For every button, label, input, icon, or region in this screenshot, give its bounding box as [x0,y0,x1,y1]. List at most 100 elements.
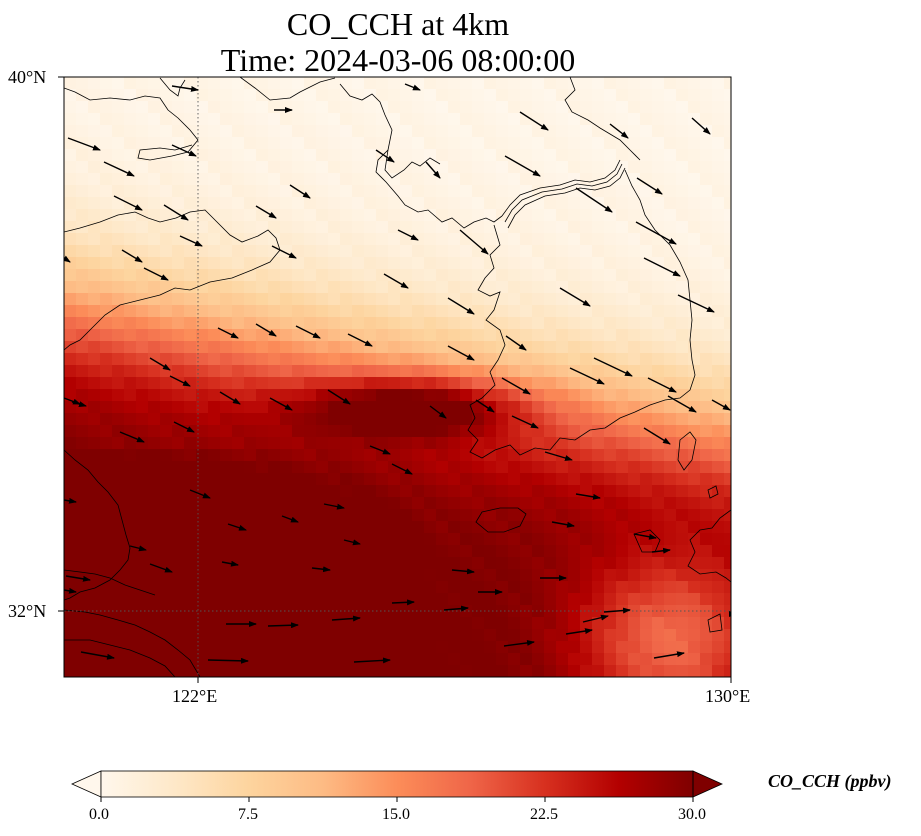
wind-vector-arrow [667,395,697,413]
field-cell [172,317,185,330]
field-cell [676,653,689,666]
field-cell [64,245,77,258]
field-cell [568,161,581,174]
field-cell [628,245,641,258]
field-cell [436,605,449,618]
field-cell [484,497,497,510]
field-cell [124,473,137,486]
field-cell [280,341,293,354]
field-cell [532,389,545,402]
field-cell [676,101,689,114]
field-cell [424,437,437,450]
field-cell [208,413,221,426]
field-cell [76,413,89,426]
field-cell [328,413,341,426]
field-cell [256,413,269,426]
field-cell [388,245,401,258]
field-cell [484,185,497,198]
field-cell [544,125,557,138]
field-cell [652,173,665,186]
field-cell [124,269,137,282]
field-cell [160,425,173,438]
field-cell [172,533,185,546]
field-cell [568,353,581,366]
field-cell [364,641,377,654]
field-cell [328,497,341,510]
field-cell [184,653,197,666]
field-cell [496,509,509,522]
field-cell [400,77,413,90]
field-cell [280,173,293,186]
field-cell [304,233,317,246]
field-cell [100,569,113,582]
field-cell [148,665,161,677]
field-cell [244,257,257,270]
field-cell [160,149,173,162]
field-cell [268,449,281,462]
field-cell [436,329,449,342]
field-cell [76,281,89,294]
field-cell [364,425,377,438]
field-cell [484,509,497,522]
field-cell [184,437,197,450]
field-cell [580,137,593,150]
field-cell [664,569,677,582]
field-cell [496,497,509,510]
field-cell [136,569,149,582]
field-cell [592,245,605,258]
field-cell [172,617,185,630]
field-cell [112,317,125,330]
field-cell [520,365,533,378]
field-cell [160,641,173,654]
field-cell [316,233,329,246]
field-cell [280,461,293,474]
field-cell [340,77,353,90]
field-cell [388,341,401,354]
field-cell [352,209,365,222]
field-cell [340,569,353,582]
field-cell [352,377,365,390]
field-cell [388,365,401,378]
field-cell [196,113,209,126]
field-cell [532,509,545,522]
field-cell [448,641,461,654]
field-cell [280,197,293,210]
field-cell [292,173,305,186]
field-cell [628,233,641,246]
field-cell [520,617,533,630]
field-cell [472,125,485,138]
field-cell [256,77,269,90]
field-cell [340,485,353,498]
field-cell [484,437,497,450]
field-cell [316,317,329,330]
field-cell [508,161,521,174]
axis-ticks [58,76,732,683]
field-cell [592,641,605,654]
field-cell [496,569,509,582]
field-cell [328,209,341,222]
field-cell [232,209,245,222]
field-cell [628,665,641,677]
field-cell [292,161,305,174]
field-cell [568,605,581,618]
field-cell [508,413,521,426]
field-cell [472,221,485,234]
field-cell [724,269,731,282]
field-cell [424,497,437,510]
field-cell [268,293,281,306]
field-cell [640,413,653,426]
field-cell [400,101,413,114]
field-cell [568,581,581,594]
field-cell [100,545,113,558]
field-cell [676,317,689,330]
field-cell [280,533,293,546]
field-cell [196,185,209,198]
field-cell [136,545,149,558]
field-cell [196,377,209,390]
field-cell [400,365,413,378]
field-cell [196,221,209,234]
field-cell [364,353,377,366]
field-cell [400,353,413,366]
field-cell [364,89,377,102]
field-cell [688,485,701,498]
